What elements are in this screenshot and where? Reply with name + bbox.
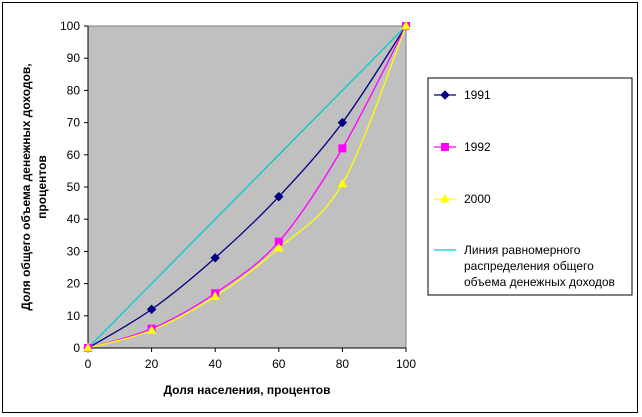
y-tick-label: 90	[67, 51, 81, 65]
legend-label-equality: распределения общего	[464, 259, 594, 273]
y-axis-title: процентов	[35, 155, 49, 219]
data-point-1992	[338, 144, 347, 153]
x-tick-label: 0	[85, 357, 92, 371]
data-point-1991	[146, 304, 157, 315]
y-tick-label: 70	[67, 116, 81, 130]
x-tick-label: 40	[209, 357, 223, 371]
legend-marker-1991	[440, 90, 450, 100]
legend-marker-2000	[440, 193, 450, 203]
y-axis-title: Доля общего объема денежных доходов,	[19, 63, 33, 310]
data-point-2000	[83, 342, 93, 352]
data-point-2000	[273, 243, 284, 252]
y-tick-label: 30	[67, 244, 81, 258]
y-tick-label: 80	[67, 83, 81, 97]
data-point-2000	[210, 291, 221, 300]
legend-label-1991: 1991	[464, 88, 491, 102]
x-tick-label: 100	[396, 357, 416, 371]
legend-label-equality: объема денежных доходов	[464, 275, 615, 289]
legend-label-2000: 2000	[464, 192, 491, 206]
legend-label-1992: 1992	[464, 140, 491, 154]
legend-label-equality: Линия равномерного	[464, 243, 581, 257]
y-tick-label: 0	[73, 341, 80, 355]
y-tick-label: 20	[67, 277, 81, 291]
data-point-1991	[274, 191, 284, 202]
legend-marker-1992	[441, 143, 449, 151]
data-point-1991	[210, 253, 220, 263]
x-tick-label: 60	[272, 357, 286, 371]
x-tick-label: 20	[145, 357, 159, 371]
legend-box	[427, 77, 633, 296]
data-point-2000	[401, 20, 411, 30]
y-tick-label: 50	[67, 180, 81, 194]
x-axis-title: Доля населения, процентов	[163, 383, 330, 397]
y-tick-label: 100	[60, 19, 80, 33]
data-point-1991	[337, 117, 348, 128]
series-line-equality	[87, 25, 407, 349]
y-tick-label: 40	[67, 212, 81, 226]
data-point-2000	[337, 178, 348, 188]
x-tick-label: 80	[336, 357, 350, 371]
y-tick-label: 10	[67, 309, 81, 323]
y-tick-label: 60	[67, 148, 81, 162]
data-point-2000	[146, 325, 157, 334]
